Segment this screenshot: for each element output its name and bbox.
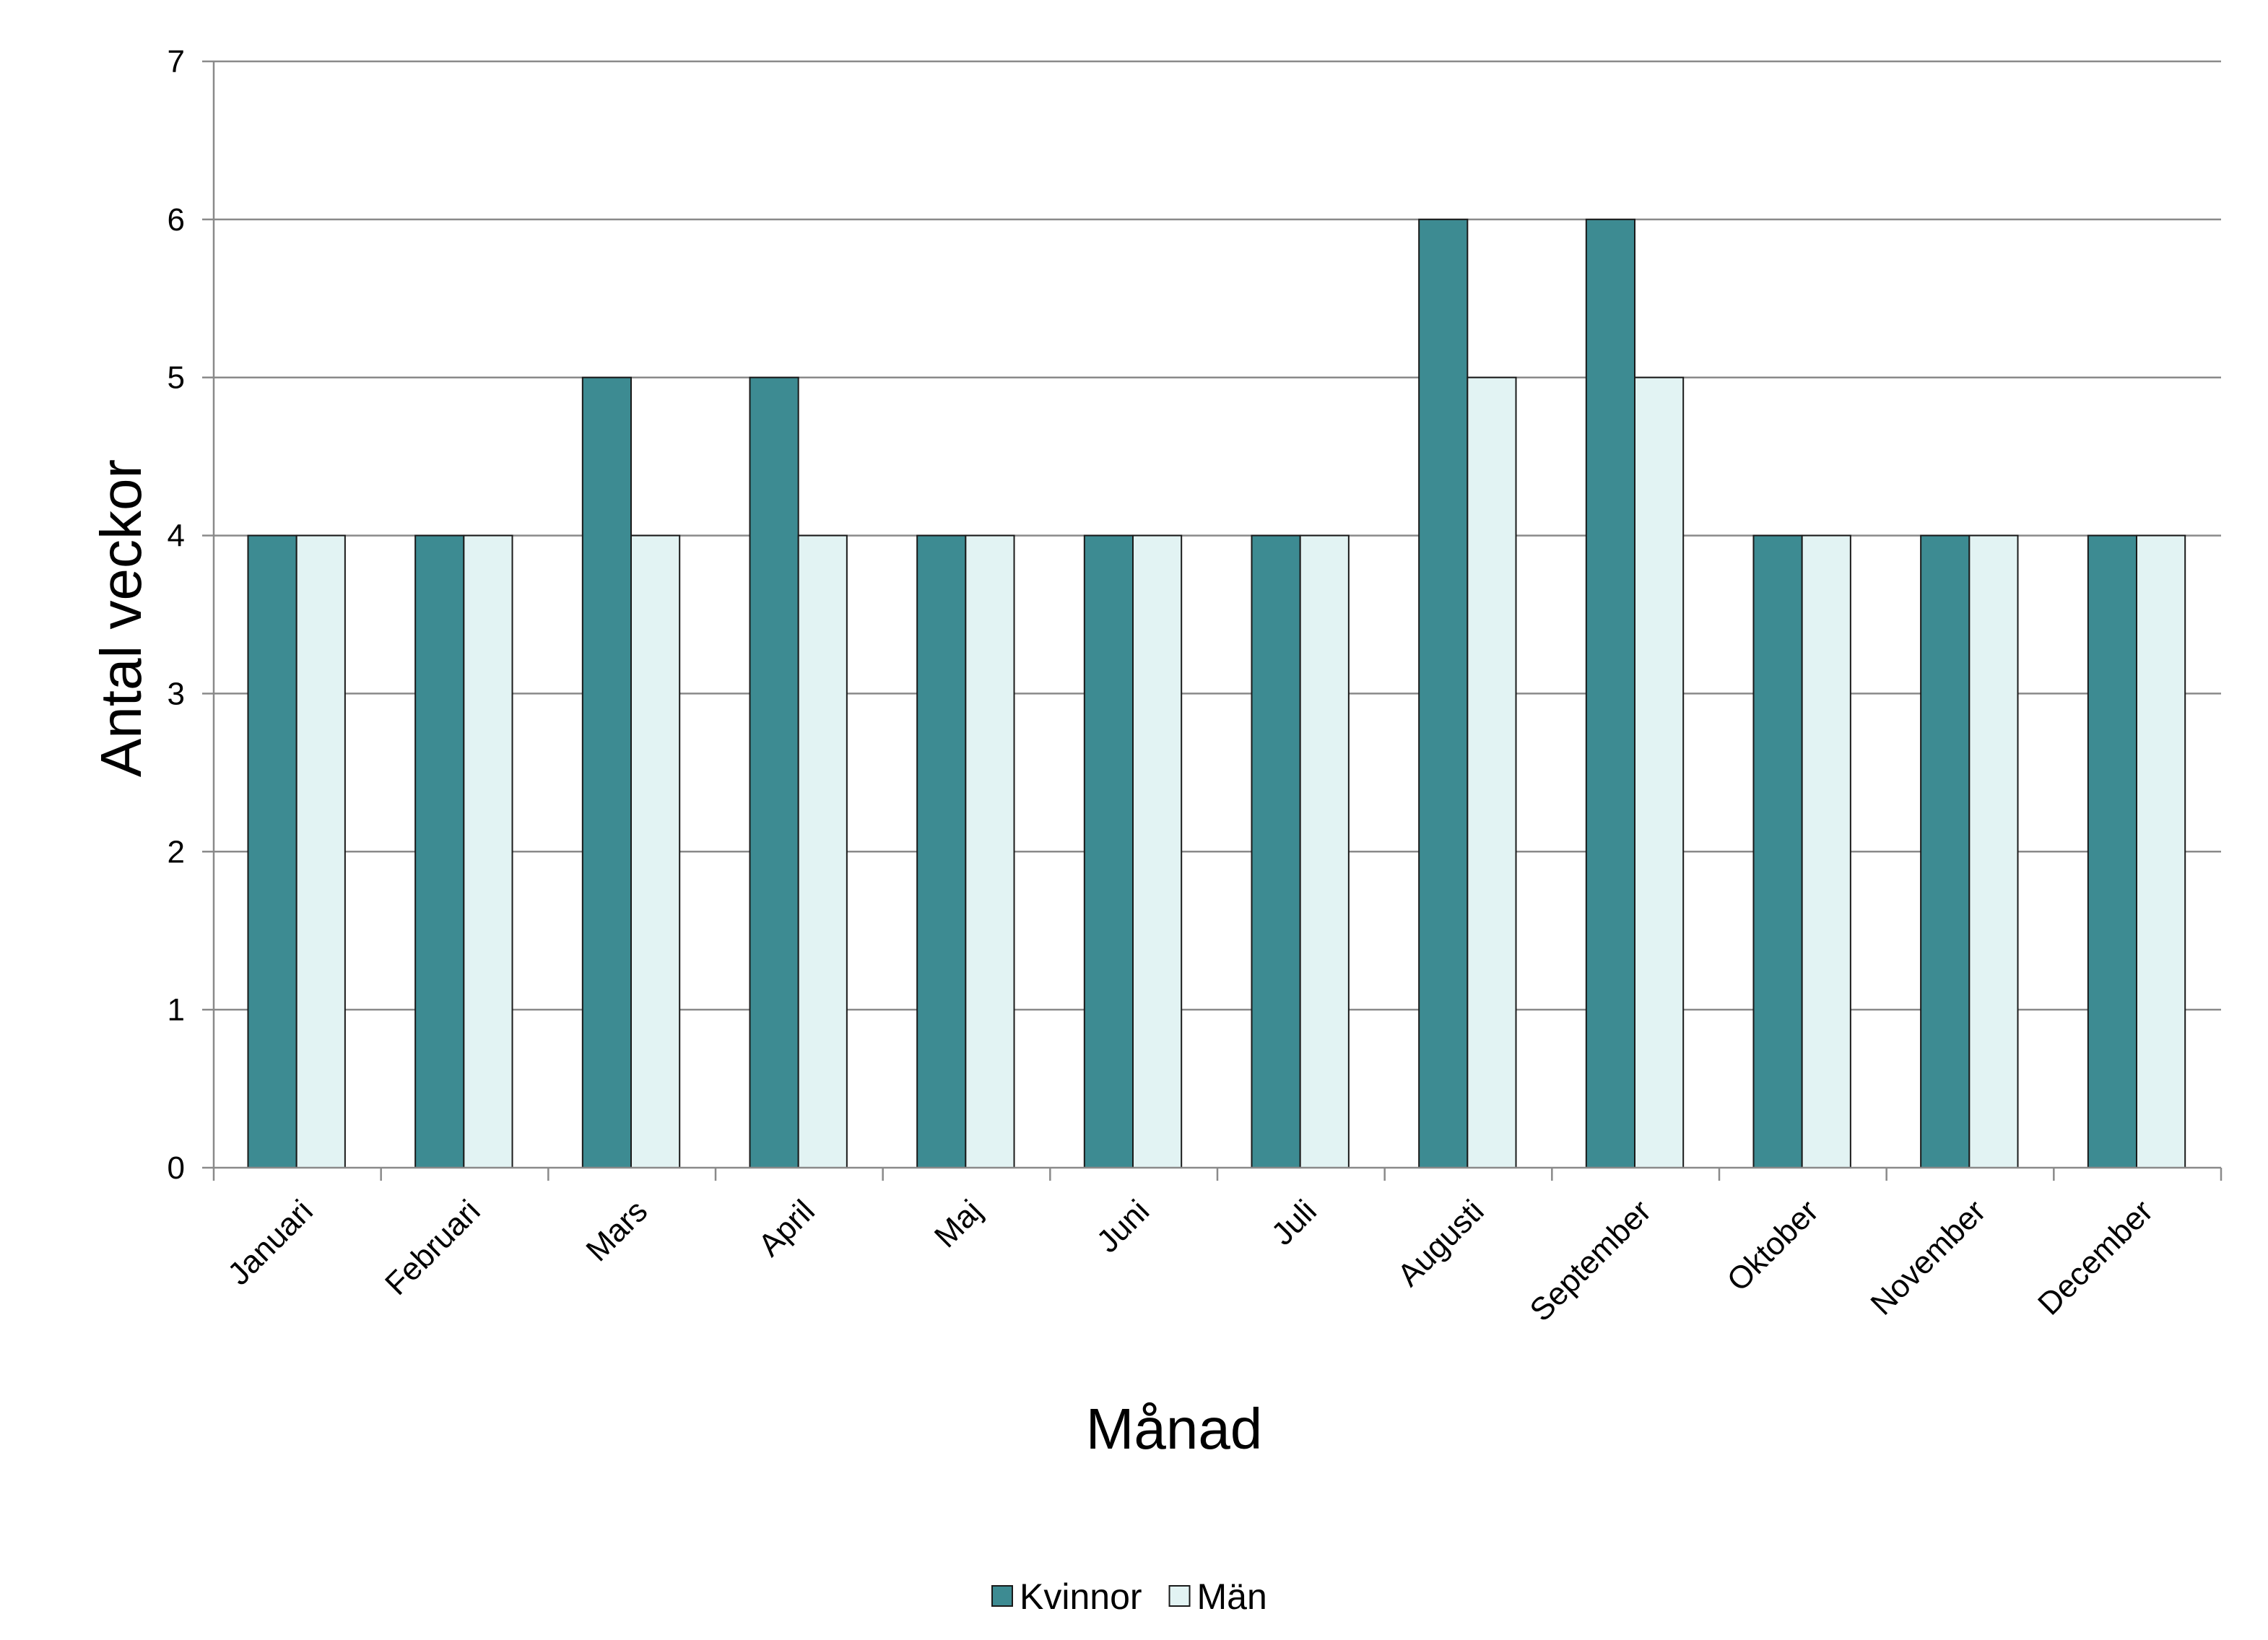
- y-tick-label: 3: [168, 676, 185, 711]
- bar-kvinnor-augusti: [1418, 218, 1469, 1168]
- x-tick-label-maj: Maj: [928, 1193, 989, 1254]
- bar-kvinnor-mars: [581, 376, 633, 1169]
- legend-swatch: [1168, 1585, 1191, 1607]
- bar-mn-november: [1968, 534, 2019, 1168]
- y-tick-label: 7: [168, 44, 185, 79]
- y-tick-label: 5: [168, 360, 185, 396]
- bar-mn-juni: [1132, 534, 1183, 1168]
- y-tick-label: 4: [168, 519, 185, 554]
- bar-kvinnor-december: [2087, 534, 2138, 1168]
- x-tick-label-juli: Juli: [1265, 1193, 1324, 1251]
- x-tick-labels: Januari Februari Mars April Maj Juni Juli Augus…: [221, 1193, 2160, 1328]
- bar-kvinnor-februari: [414, 534, 465, 1168]
- bar-kvinnor-oktober: [1752, 534, 1803, 1168]
- y-tick-label: 0: [168, 1150, 185, 1186]
- bar-mn-februari: [463, 534, 513, 1168]
- legend-label: Män: [1197, 1576, 1267, 1617]
- bar-kvinnor-januari: [247, 534, 297, 1168]
- bar-mn-januari: [295, 534, 346, 1168]
- x-tick-label-januari: Januari: [221, 1193, 320, 1292]
- bar-kvinnor-september: [1585, 218, 1636, 1168]
- bar-kvinnor-juli: [1251, 534, 1301, 1168]
- legend-swatch: [991, 1585, 1013, 1607]
- x-tick-label-april: April: [752, 1193, 822, 1263]
- bar-kvinnor-maj: [916, 534, 967, 1168]
- bar-mn-april: [797, 534, 848, 1168]
- x-tick-label-mars: Mars: [579, 1193, 654, 1268]
- bar-mn-mars: [630, 534, 681, 1168]
- bar-mn-juli: [1299, 534, 1350, 1168]
- bar-mn-augusti: [1467, 376, 1517, 1169]
- y-tick-label: 1: [168, 992, 185, 1028]
- legend-item-kvinnor: Kvinnor: [991, 1576, 1142, 1617]
- legend-item-mn: Män: [1168, 1576, 1267, 1617]
- legend: Kvinnor Män: [991, 1576, 1267, 1617]
- bar-kvinnor-april: [749, 376, 799, 1169]
- x-tick-label-oktober: Oktober: [1721, 1193, 1825, 1298]
- axes: [202, 60, 2223, 1181]
- legend-label: Kvinnor: [1020, 1576, 1142, 1617]
- y-tick-label: 2: [168, 834, 185, 869]
- bar-mn-december: [2136, 534, 2186, 1168]
- y-tick-label: 6: [168, 202, 185, 238]
- x-tick-label-december: December: [2031, 1193, 2160, 1322]
- bar-kvinnor-november: [1920, 534, 1971, 1168]
- y-tick-labels: 0 1 2 3 4 5 6 7: [168, 44, 185, 1186]
- bar-mn-maj: [965, 534, 1015, 1168]
- x-tick-label-september: September: [1523, 1193, 1658, 1328]
- bar-kvinnor-juni: [1083, 534, 1134, 1168]
- x-axis-title: Månad: [1086, 1397, 1263, 1461]
- bar-mn-oktober: [1801, 534, 1851, 1168]
- x-tick-label-juni: Juni: [1090, 1193, 1157, 1259]
- bars: [247, 218, 2186, 1169]
- y-axis-title: Antal veckor: [89, 459, 153, 777]
- bar-mn-september: [1634, 376, 1685, 1169]
- x-tick-label-augusti: Augusti: [1391, 1193, 1490, 1293]
- x-tick-label-november: November: [1864, 1193, 1992, 1322]
- gridlines: [214, 60, 2221, 1011]
- x-tick-label-februari: Februari: [378, 1193, 487, 1302]
